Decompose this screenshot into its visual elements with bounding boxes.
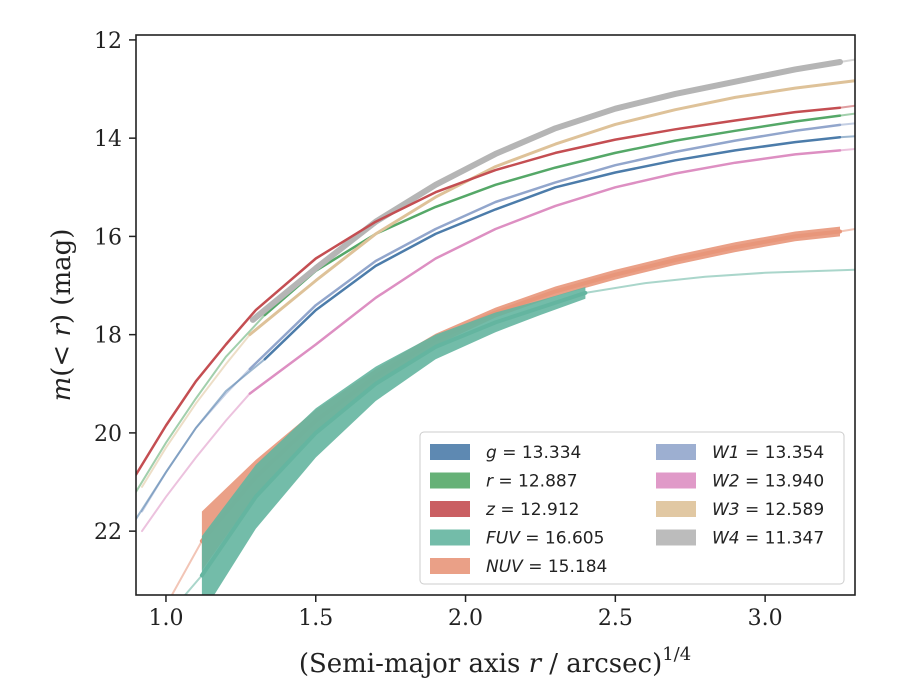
- series-layer: [136, 58, 855, 595]
- x-tick-label: 3.0: [748, 606, 783, 631]
- x-tick-label: 2.0: [448, 606, 483, 631]
- tick-layer: 1.0 1.5 2.0 2.5 3.0 12 14 16 18 20 22: [94, 29, 783, 631]
- legend-label: z = 12.912: [485, 500, 579, 520]
- legend-item-r: r = 12.887: [430, 472, 578, 492]
- series-g-extension-outer: [839, 135, 855, 139]
- series-W3-line: [248, 79, 855, 337]
- y-tick-label: 12: [94, 29, 122, 54]
- legend-label: W2 = 13.940: [712, 472, 824, 492]
- y-axis-label: m(< r) (mag): [47, 229, 77, 402]
- legend-swatch: [656, 444, 696, 460]
- series-r-extension-outer: [839, 112, 855, 117]
- legend-swatch: [656, 529, 696, 546]
- legend-swatch: [430, 501, 470, 517]
- legend-label: r = 12.887: [486, 472, 578, 492]
- legend-swatch: [430, 444, 470, 460]
- legend-label: FUV = 16.605: [486, 529, 604, 549]
- legend-swatch: [656, 501, 696, 517]
- legend-swatch: [430, 472, 470, 489]
- x-tick-label: 1.0: [148, 606, 183, 631]
- legend-item-W3: W3 = 12.589: [656, 500, 824, 520]
- legend-item-NUV: NUV = 15.184: [430, 557, 607, 577]
- legend-frame: [419, 431, 845, 585]
- x-axis-label-exponent: 1/4: [662, 644, 691, 665]
- legend-label: g = 13.334: [486, 443, 581, 463]
- x-axis-label: (Semi-major axis r / arcsec)1/4: [299, 644, 691, 679]
- legend-item-g: g = 13.334: [430, 443, 581, 463]
- series-NUV-extension-inner: [170, 540, 203, 595]
- series-r-extension-inner: [136, 314, 266, 493]
- legend-items: g = 13.334 r = 12.887 z = 12.912 FUV = 16.6…: [430, 443, 824, 577]
- series-FUV-line: [199, 290, 588, 578]
- y-tick-label: 14: [94, 127, 122, 152]
- series-FUV-extension-inner: [183, 574, 203, 595]
- series-r: [136, 112, 855, 493]
- series-W3: [141, 79, 855, 488]
- legend-item-z: z = 12.912: [430, 500, 579, 520]
- series-W1-line: [248, 123, 842, 371]
- series-W2: [141, 148, 855, 533]
- legend-label: W3 = 12.589: [712, 500, 824, 520]
- series-NUV-extension-outer: [839, 228, 855, 233]
- series-W2-extension-inner: [141, 392, 251, 533]
- legend-label: NUV = 15.184: [486, 557, 607, 577]
- series-W1-extension-outer: [839, 122, 855, 126]
- x-tick-label: 2.5: [598, 606, 633, 631]
- series-z-extension-outer: [839, 104, 855, 109]
- legend-item-W1: W1 = 13.354: [656, 443, 824, 463]
- plot-frame: [135, 34, 856, 596]
- series-g-line: [263, 135, 842, 361]
- y-tick-label: 22: [94, 520, 122, 545]
- series-W4: [249, 58, 855, 323]
- series-W4-line: [249, 59, 843, 323]
- legend-swatch: [656, 472, 696, 489]
- series-g: [136, 135, 855, 520]
- series-W2-extension-outer: [839, 148, 855, 152]
- series-W3-extension-inner: [141, 333, 251, 488]
- series-FUV: [183, 268, 855, 595]
- y-tick-label: 16: [94, 225, 122, 250]
- y-tick-label: 18: [94, 324, 122, 349]
- y-tick-label: 20: [94, 422, 122, 447]
- series-FUV-extension-outer: [584, 268, 855, 294]
- legend-swatch: [430, 558, 470, 574]
- series-z-line: [136, 106, 842, 476]
- legend: g = 13.334 r = 12.887 z = 12.912 FUV = 16.6…: [419, 431, 845, 585]
- series-r-line: [263, 114, 842, 317]
- series-g-extension-inner: [136, 358, 266, 520]
- legend-label: W4 = 11.347: [712, 529, 824, 549]
- legend-swatch: [430, 529, 470, 546]
- x-tick-label: 1.5: [298, 606, 333, 631]
- series-W2-line: [248, 149, 842, 395]
- legend-label: W1 = 13.354: [712, 443, 824, 463]
- legend-item-W4: W4 = 11.347: [656, 529, 824, 549]
- legend-item-FUV: FUV = 16.605: [430, 529, 604, 549]
- series-z: [136, 104, 855, 476]
- legend-item-W2: W2 = 13.940: [656, 472, 824, 492]
